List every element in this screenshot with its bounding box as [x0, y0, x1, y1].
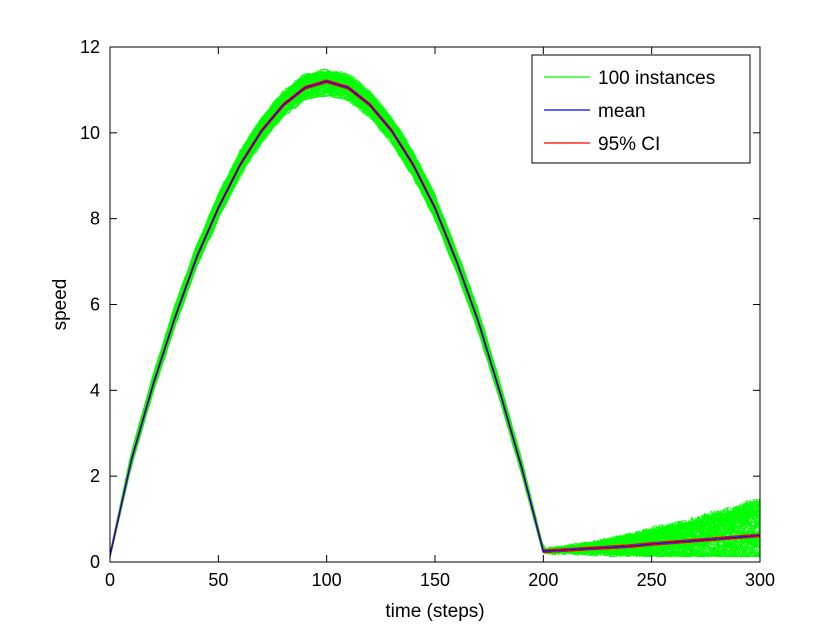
- y-tick-label: 0: [90, 552, 100, 572]
- instance-line: [110, 70, 760, 555]
- y-tick-label: 10: [80, 123, 100, 143]
- axes: 0 50 100 150 200 250 300 0 2 4 6 8 10 12: [80, 37, 775, 590]
- x-tick-label: 300: [745, 570, 775, 590]
- legend-entry-ci-label: 95% CI: [598, 134, 660, 155]
- legend-box: [531, 54, 751, 164]
- x-tick-label: 200: [528, 570, 558, 590]
- y-tick-label: 12: [80, 37, 100, 57]
- x-tick-label: 0: [105, 570, 115, 590]
- instance-line: [110, 80, 760, 555]
- y-tick-label: 6: [90, 295, 100, 315]
- x-axis-label: time (steps): [385, 601, 484, 622]
- legend: 100 instances mean 95% CI: [531, 54, 751, 164]
- x-tick-label: 100: [312, 570, 342, 590]
- y-tick-label: 8: [90, 209, 100, 229]
- x-tick-label: 250: [637, 570, 667, 590]
- x-tick-label: 50: [208, 570, 228, 590]
- legend-entry-mean-label: mean: [598, 101, 646, 122]
- mean-line: [110, 80, 760, 556]
- plot-area: [110, 68, 760, 558]
- instance-line: [110, 80, 760, 555]
- x-tick-label: 150: [420, 570, 450, 590]
- y-tick-label: 4: [90, 380, 100, 400]
- y-tick-label: 2: [90, 466, 100, 486]
- y-axis-label: speed: [50, 279, 71, 331]
- legend-entry-instances-label: 100 instances: [598, 68, 715, 89]
